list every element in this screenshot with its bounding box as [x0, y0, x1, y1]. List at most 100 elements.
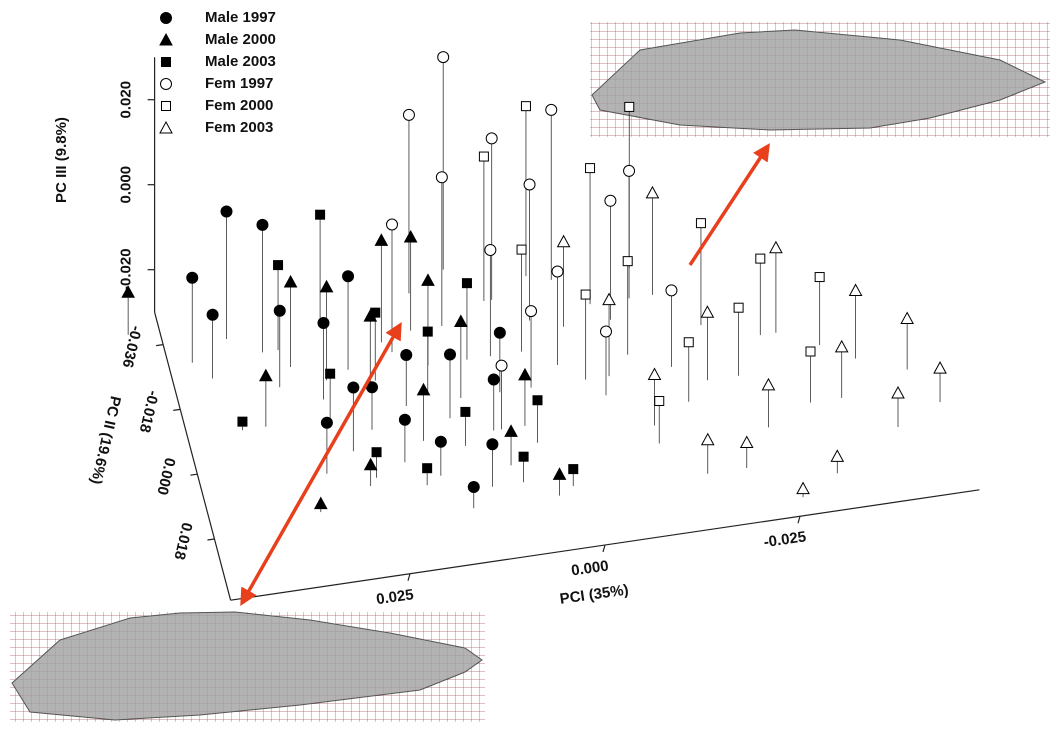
x-tick — [407, 573, 411, 581]
point — [933, 361, 947, 374]
z-tick-label: -0.020 — [118, 248, 135, 291]
z-axis-label: PC III (9.8%) — [53, 117, 70, 203]
point — [755, 253, 766, 264]
point — [814, 272, 825, 283]
point — [604, 194, 617, 207]
point — [398, 413, 411, 426]
point — [551, 265, 564, 278]
x-tick-label: -0.025 — [763, 528, 807, 551]
point — [467, 481, 480, 493]
point — [444, 348, 456, 361]
point — [315, 209, 326, 220]
point — [421, 273, 435, 286]
point — [733, 302, 744, 313]
point — [495, 359, 508, 372]
arrow — [240, 321, 402, 607]
y-tick-label: 0.018 — [170, 521, 195, 561]
point — [545, 103, 558, 116]
point — [484, 243, 497, 256]
point — [830, 449, 845, 462]
point — [556, 234, 571, 248]
point — [739, 435, 754, 448]
point — [623, 164, 636, 177]
x-tick — [602, 544, 606, 553]
point — [516, 244, 527, 255]
point — [580, 289, 591, 300]
z-tick-label: 0.000 — [118, 166, 135, 204]
point — [374, 233, 389, 246]
point — [700, 305, 715, 318]
x-tick-label: 0.025 — [375, 586, 415, 608]
point — [273, 304, 286, 317]
legend-marker — [160, 78, 172, 90]
point — [487, 373, 500, 386]
point — [665, 284, 678, 297]
point — [273, 260, 284, 271]
legend-marker — [160, 12, 172, 24]
legend-marker — [159, 120, 173, 134]
point — [371, 447, 382, 458]
point — [186, 271, 199, 284]
point — [622, 256, 633, 267]
legend-marker — [161, 101, 171, 111]
x-axis-label: PCI (35%) — [559, 581, 630, 607]
point — [695, 218, 706, 229]
point — [585, 163, 596, 174]
point — [568, 464, 579, 475]
legend-label: Male 2003 — [205, 53, 276, 70]
point — [493, 326, 506, 339]
point — [237, 416, 248, 427]
y-tick — [173, 408, 181, 411]
point — [437, 51, 450, 64]
legend-label: Fem 2003 — [205, 119, 273, 136]
point — [848, 283, 863, 296]
point — [900, 311, 914, 325]
point — [769, 240, 783, 254]
point — [422, 326, 433, 337]
point — [525, 305, 538, 318]
point — [645, 185, 660, 199]
point — [805, 346, 816, 357]
y-axis-label: PC II (19.6%) — [87, 394, 124, 486]
point — [552, 467, 567, 480]
point — [654, 396, 665, 406]
point — [313, 496, 328, 510]
point — [518, 367, 532, 381]
point — [602, 292, 616, 306]
point — [461, 278, 472, 289]
point — [206, 308, 219, 321]
point — [700, 432, 715, 446]
point — [532, 395, 543, 406]
x-tick-label: 0.000 — [570, 557, 610, 579]
point — [460, 406, 471, 417]
point — [256, 218, 269, 231]
point — [454, 314, 468, 327]
point — [435, 171, 448, 184]
point — [220, 205, 233, 218]
point — [834, 339, 849, 353]
point — [259, 368, 273, 382]
point — [504, 424, 518, 437]
point — [319, 279, 334, 293]
point — [422, 463, 433, 474]
y-tick — [190, 473, 198, 476]
y-tick — [156, 344, 164, 347]
point — [520, 101, 531, 112]
point — [347, 381, 360, 394]
point — [647, 367, 662, 380]
legend-marker — [161, 57, 171, 67]
legend-label: Male 1997 — [205, 9, 276, 26]
legend-label: Fem 2000 — [205, 97, 273, 114]
legend: Male 1997 Male 2000 Male 2003 Fem 1997 Fem 2… — [159, 9, 276, 136]
point — [523, 178, 536, 191]
point — [434, 435, 447, 448]
legend-label: Fem 1997 — [205, 75, 273, 92]
legend-label: Male 2000 — [205, 31, 276, 48]
point — [400, 349, 413, 361]
shape-inset-top — [590, 22, 1050, 137]
point — [403, 230, 418, 243]
point — [761, 377, 776, 391]
arrow — [688, 143, 770, 266]
point — [624, 101, 635, 112]
